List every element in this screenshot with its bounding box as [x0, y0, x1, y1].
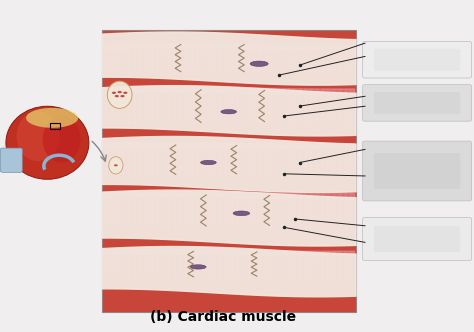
- Ellipse shape: [26, 108, 78, 128]
- Text: (b) Cardiac muscle: (b) Cardiac muscle: [150, 310, 296, 324]
- Ellipse shape: [221, 110, 237, 114]
- FancyBboxPatch shape: [374, 49, 460, 71]
- Ellipse shape: [6, 106, 89, 179]
- Ellipse shape: [43, 116, 81, 163]
- Ellipse shape: [191, 265, 206, 269]
- FancyBboxPatch shape: [363, 85, 472, 121]
- FancyBboxPatch shape: [374, 226, 460, 252]
- FancyBboxPatch shape: [363, 141, 472, 201]
- Ellipse shape: [17, 111, 59, 161]
- Ellipse shape: [118, 91, 122, 93]
- FancyBboxPatch shape: [0, 148, 22, 172]
- Ellipse shape: [123, 92, 128, 94]
- Ellipse shape: [233, 211, 250, 216]
- FancyBboxPatch shape: [374, 92, 460, 114]
- Ellipse shape: [109, 157, 123, 174]
- Ellipse shape: [115, 95, 119, 97]
- Ellipse shape: [120, 95, 125, 97]
- Ellipse shape: [114, 164, 118, 166]
- Ellipse shape: [107, 81, 132, 108]
- Bar: [102, 30, 356, 312]
- Bar: [50, 123, 60, 129]
- FancyBboxPatch shape: [374, 153, 460, 189]
- Ellipse shape: [250, 61, 268, 66]
- FancyBboxPatch shape: [363, 217, 472, 261]
- Ellipse shape: [201, 160, 216, 165]
- Ellipse shape: [112, 92, 116, 94]
- FancyBboxPatch shape: [363, 42, 472, 78]
